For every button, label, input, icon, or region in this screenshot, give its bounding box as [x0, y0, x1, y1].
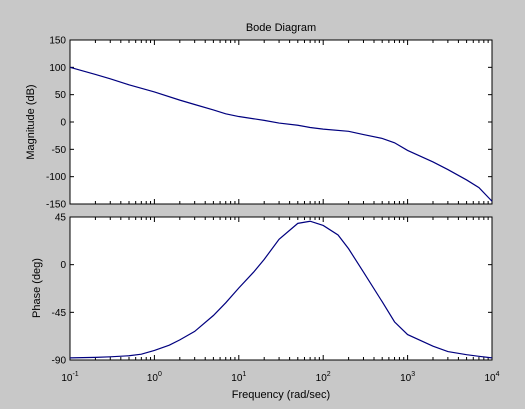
phase-series-line [69, 220, 493, 359]
magnitude-ytick-label: 150 [49, 36, 66, 47]
phase-panel: 45 0 -45 -90 Phase (deg) [31, 213, 493, 367]
magnitude-ytick-label: -50 [52, 145, 67, 156]
phase-ytick-label: -90 [52, 356, 67, 367]
magnitude-axes-background [69, 39, 493, 205]
phase-axes-background [69, 216, 493, 361]
x-tick-label: 103 [400, 371, 415, 384]
phase-ytick-label: 0 [60, 260, 66, 271]
magnitude-panel: 150 100 50 0 -50 -100 -150 Magnitude (dB) [25, 36, 493, 211]
magnitude-ytick-label: 50 [55, 90, 67, 101]
magnitude-ytick-label: -150 [46, 200, 66, 211]
magnitude-series-line [69, 66, 493, 202]
x-tick-label: 104 [484, 371, 499, 384]
phase-ytick-label: 45 [55, 213, 67, 224]
phase-ylabel: Phase (deg) [31, 258, 43, 318]
magnitude-ytick-label: 100 [49, 63, 66, 74]
magnitude-ylabel: Magnitude (dB) [25, 84, 37, 159]
x-tick-label: 101 [231, 371, 246, 384]
magnitude-ytick-label: -100 [46, 172, 66, 183]
x-tick-label: 102 [316, 371, 331, 384]
chart-title: Bode Diagram [246, 22, 316, 34]
magnitude-ytick-label: 0 [60, 118, 66, 129]
x-tick-label: 10-1 [61, 371, 78, 384]
frequency-xlabel: Frequency (rad/sec) [232, 389, 330, 401]
x-tick-label: 100 [147, 371, 162, 384]
phase-ytick-label: -45 [52, 308, 67, 319]
